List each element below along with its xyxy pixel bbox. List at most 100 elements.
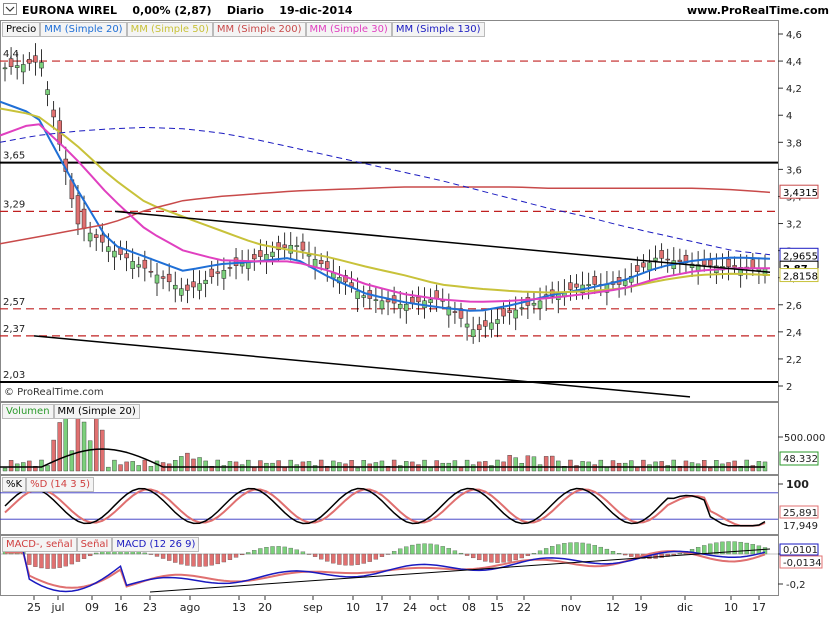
macd-histogram-bar	[63, 553, 68, 567]
macd-histogram-bar	[477, 553, 482, 561]
ma-line	[0, 123, 770, 303]
volume-legend: Volumen MM (Simple 20)	[2, 404, 140, 419]
candle-body	[191, 281, 196, 288]
candle-body	[361, 295, 366, 298]
macd-histogram-bar	[398, 548, 403, 555]
macd-histogram-bar	[27, 553, 32, 565]
stoch-d-badge	[779, 505, 819, 519]
x-tick-label: 17	[375, 601, 389, 614]
macd-histogram-bar	[416, 543, 421, 555]
candle-body	[410, 296, 415, 304]
candle-body	[203, 279, 208, 284]
volume-bar	[118, 464, 123, 472]
price-tick-label: 2,4	[786, 328, 802, 339]
candle-body	[726, 258, 731, 268]
volume-bar	[239, 464, 245, 472]
volume-bar	[45, 465, 50, 472]
volume-bar	[683, 460, 689, 472]
macd-histogram-bar	[87, 553, 93, 557]
x-tick-label: 15	[490, 601, 504, 614]
macd-histogram-bar	[148, 553, 154, 555]
macd-histogram-bar	[568, 542, 573, 555]
macd-histogram-bar	[246, 552, 251, 555]
volume-bar	[179, 456, 184, 472]
volume-bar	[598, 459, 604, 472]
candle-body	[574, 283, 579, 288]
macd-histogram-bar	[349, 553, 354, 566]
macd-histogram-bar	[556, 544, 561, 555]
volume-bar	[550, 455, 555, 472]
candle-body	[209, 268, 214, 278]
macd-histogram-bar	[489, 553, 494, 563]
macd-badge	[779, 543, 819, 556]
menu-toggle-icon[interactable]	[3, 3, 17, 15]
volume-ma-line	[0, 448, 765, 468]
volume-bar	[568, 459, 573, 472]
volume-bar	[629, 460, 634, 472]
price-tick-label: 4,6	[786, 30, 802, 41]
candle-body	[179, 288, 184, 296]
volume-bar	[142, 459, 148, 472]
candle-body	[470, 329, 476, 337]
candle-body	[434, 290, 439, 299]
macd-histogram-bar	[671, 553, 676, 556]
level-label: 3,65	[3, 151, 25, 162]
candle-body	[476, 324, 482, 330]
volume-bar	[750, 465, 756, 472]
volume-bar	[744, 459, 749, 472]
stoch-k-label: 17,949	[783, 521, 818, 532]
macd-histogram-bar	[708, 543, 713, 555]
legend-precio: Precio	[2, 22, 41, 37]
price-right-badge	[779, 268, 819, 283]
candle-body	[270, 251, 275, 257]
volume-bar	[592, 464, 597, 472]
macd-histogram-bar	[179, 553, 184, 565]
volume-bar	[148, 466, 154, 472]
candle-body	[93, 234, 99, 238]
macd-histogram-bar	[732, 541, 737, 555]
macd-histogram-bar	[513, 553, 518, 561]
volume-bar	[87, 440, 93, 472]
volume-tick-label: 500.000	[784, 433, 825, 444]
macd-histogram-bar	[282, 546, 287, 555]
volume-bar	[130, 461, 135, 472]
macd-histogram-bar	[464, 553, 470, 556]
candle-body	[33, 55, 38, 63]
candle-body	[197, 283, 202, 291]
x-tick-label: 08	[462, 601, 476, 614]
candle-body	[112, 250, 117, 258]
volume-bar	[452, 460, 458, 472]
candle-body	[282, 244, 287, 248]
macd-histogram-bar	[367, 553, 372, 562]
macd-histogram-bar	[452, 550, 458, 555]
volume-bar	[531, 456, 537, 472]
macd-histogram-bar	[294, 549, 299, 555]
macd-histogram-bar	[598, 546, 603, 555]
price-tick-label: 3,8	[786, 138, 802, 149]
volume-bar	[574, 465, 579, 472]
volume-bar	[245, 459, 251, 472]
volume-bar	[483, 461, 488, 472]
volume-bar	[331, 460, 336, 472]
legend-senal: Señal	[76, 537, 113, 552]
volume-bar	[513, 457, 518, 472]
x-tick-label: 09	[85, 601, 99, 614]
macd-histogram-bar	[252, 550, 257, 555]
volume-bar	[404, 461, 409, 472]
candle-body	[537, 300, 543, 309]
volume-bar	[422, 459, 427, 472]
volume-bar	[39, 459, 44, 472]
candle-body	[404, 303, 409, 311]
level-label: 2,37	[3, 324, 25, 335]
macd-histogram-bar	[471, 553, 476, 559]
header-site[interactable]: www.ProRealTime.com	[686, 4, 829, 17]
macd-histogram-bar	[331, 553, 336, 564]
level-label: 3,29	[3, 199, 25, 210]
macd-histogram-bar	[483, 553, 488, 562]
macd-histogram-bar	[94, 552, 99, 555]
candle-body	[8, 58, 14, 67]
macd-histogram-bar	[233, 553, 239, 558]
macd-histogram-bar	[702, 545, 707, 555]
price-tick-label: 4,2	[786, 84, 802, 95]
